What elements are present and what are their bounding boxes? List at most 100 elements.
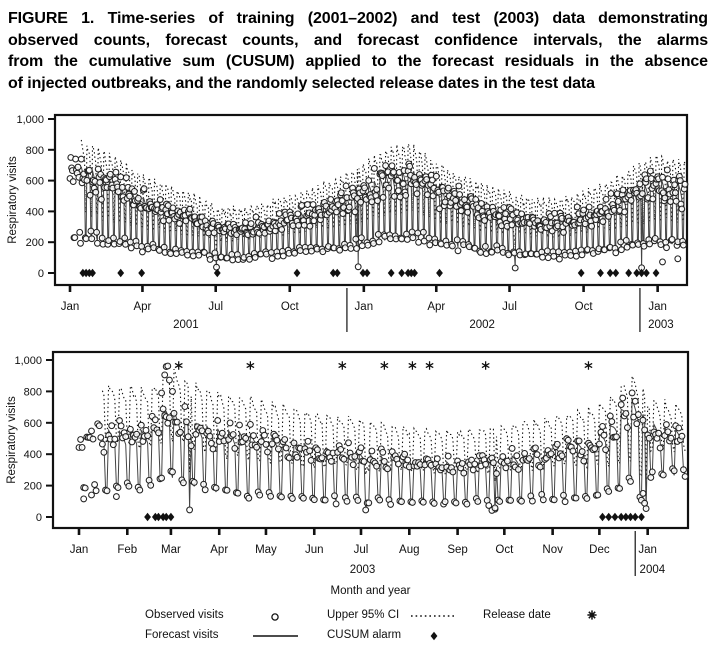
observed-point bbox=[116, 238, 124, 245]
observed-point bbox=[353, 245, 361, 252]
observed-point bbox=[98, 440, 106, 448]
observed-point bbox=[364, 241, 372, 249]
observed-point bbox=[659, 173, 666, 181]
observed-point bbox=[88, 491, 95, 499]
observed-point bbox=[345, 439, 352, 447]
observed-point bbox=[77, 436, 85, 443]
cusum-alarm-marker bbox=[329, 268, 337, 278]
x-tick-label: Oct bbox=[281, 301, 300, 313]
observed-point bbox=[368, 198, 376, 206]
observed-point bbox=[337, 189, 345, 197]
legend-label-cusum-alarm: CUSUM alarm bbox=[327, 629, 402, 641]
observed-point bbox=[151, 416, 159, 424]
observed-point bbox=[304, 437, 312, 445]
observed-point bbox=[449, 468, 457, 476]
cusum-alarm-marker bbox=[597, 268, 604, 278]
observed-point bbox=[533, 451, 541, 459]
solid-line-icon bbox=[253, 635, 298, 637]
observed-point bbox=[401, 450, 409, 458]
observed-point bbox=[508, 221, 516, 229]
observed-point bbox=[210, 229, 218, 237]
observed-point bbox=[278, 493, 285, 501]
observed-point bbox=[623, 424, 631, 432]
observed-point bbox=[127, 244, 135, 252]
observed-point bbox=[567, 252, 575, 259]
observed-point bbox=[394, 187, 402, 195]
cusum-alarm-marker bbox=[606, 268, 614, 278]
cusum-alarm-marker bbox=[611, 512, 619, 522]
observed-point bbox=[641, 499, 649, 507]
observed-point bbox=[82, 235, 90, 243]
observed-point bbox=[614, 197, 622, 205]
observed-point bbox=[181, 403, 189, 411]
y-tick-label: 800 bbox=[24, 386, 42, 398]
dotted-line-icon bbox=[411, 615, 456, 617]
legend-label-release-date: Release date bbox=[483, 609, 551, 621]
observed-point bbox=[96, 179, 104, 186]
observed-point bbox=[463, 500, 471, 508]
observed-point bbox=[375, 238, 383, 246]
observed-point bbox=[370, 240, 377, 247]
observed-point bbox=[200, 480, 208, 488]
observed-point bbox=[310, 217, 318, 225]
observed-point bbox=[209, 445, 217, 453]
observed-point bbox=[298, 201, 306, 209]
observed-point bbox=[133, 430, 141, 438]
observed-point bbox=[681, 473, 689, 480]
observed-point bbox=[663, 244, 670, 252]
x-tick-label: Sep bbox=[447, 544, 467, 556]
observed-point bbox=[544, 254, 552, 262]
caption-line-2: observed counts, forecast counts, and fo… bbox=[8, 31, 708, 49]
observed-point bbox=[98, 234, 106, 242]
cusum-alarm-marker bbox=[167, 512, 175, 522]
observed-point bbox=[612, 249, 620, 257]
observed-point bbox=[319, 248, 327, 256]
cusum-alarm-marker bbox=[638, 268, 645, 278]
observed-point bbox=[485, 502, 493, 509]
cusum-alarm-marker bbox=[625, 268, 633, 278]
observed-point bbox=[159, 405, 167, 413]
observed-point bbox=[245, 494, 253, 502]
observed-point bbox=[122, 433, 130, 441]
observed-point bbox=[134, 194, 142, 202]
figure-caption: FIGURE 1. Time-series of training (2001–… bbox=[8, 8, 708, 94]
observed-point bbox=[588, 222, 596, 230]
x-tick-label: Apr bbox=[133, 301, 151, 313]
observed-point bbox=[621, 208, 629, 216]
observed-point bbox=[81, 484, 89, 492]
observed-point bbox=[564, 436, 572, 444]
legend-label-upper-ci: Upper 95% CI bbox=[327, 609, 400, 621]
observed-point bbox=[585, 203, 593, 211]
observed-point bbox=[309, 201, 317, 208]
observed-point bbox=[423, 191, 431, 199]
observed-point bbox=[111, 435, 119, 443]
observed-point bbox=[578, 448, 586, 456]
observed-point bbox=[513, 452, 521, 460]
observed-point bbox=[539, 253, 546, 261]
observed-point bbox=[595, 440, 603, 448]
observed-point bbox=[370, 164, 378, 172]
observed-point bbox=[167, 250, 175, 258]
plot-frame bbox=[51, 350, 690, 530]
observed-point bbox=[106, 170, 114, 178]
observed-point bbox=[122, 174, 130, 182]
observed-point bbox=[441, 498, 449, 506]
observed-point bbox=[676, 177, 684, 185]
observed-point bbox=[97, 195, 105, 203]
observed-point bbox=[281, 436, 289, 443]
observed-point bbox=[71, 234, 79, 242]
observed-point bbox=[333, 208, 340, 216]
observed-point bbox=[580, 457, 588, 465]
cusum-alarm-marker bbox=[638, 512, 645, 522]
year-label: 2004 bbox=[640, 564, 666, 576]
observed-point bbox=[617, 246, 625, 254]
legend-label-forecast: Forecast visits bbox=[145, 629, 219, 641]
observed-point bbox=[170, 409, 178, 417]
observed-point bbox=[338, 197, 346, 205]
cusum-alarm-marker bbox=[622, 512, 630, 522]
observed-point bbox=[605, 212, 612, 220]
observed-point bbox=[352, 235, 360, 243]
observed-point bbox=[477, 248, 485, 256]
observed-point bbox=[622, 410, 630, 417]
observed-point bbox=[343, 497, 351, 505]
